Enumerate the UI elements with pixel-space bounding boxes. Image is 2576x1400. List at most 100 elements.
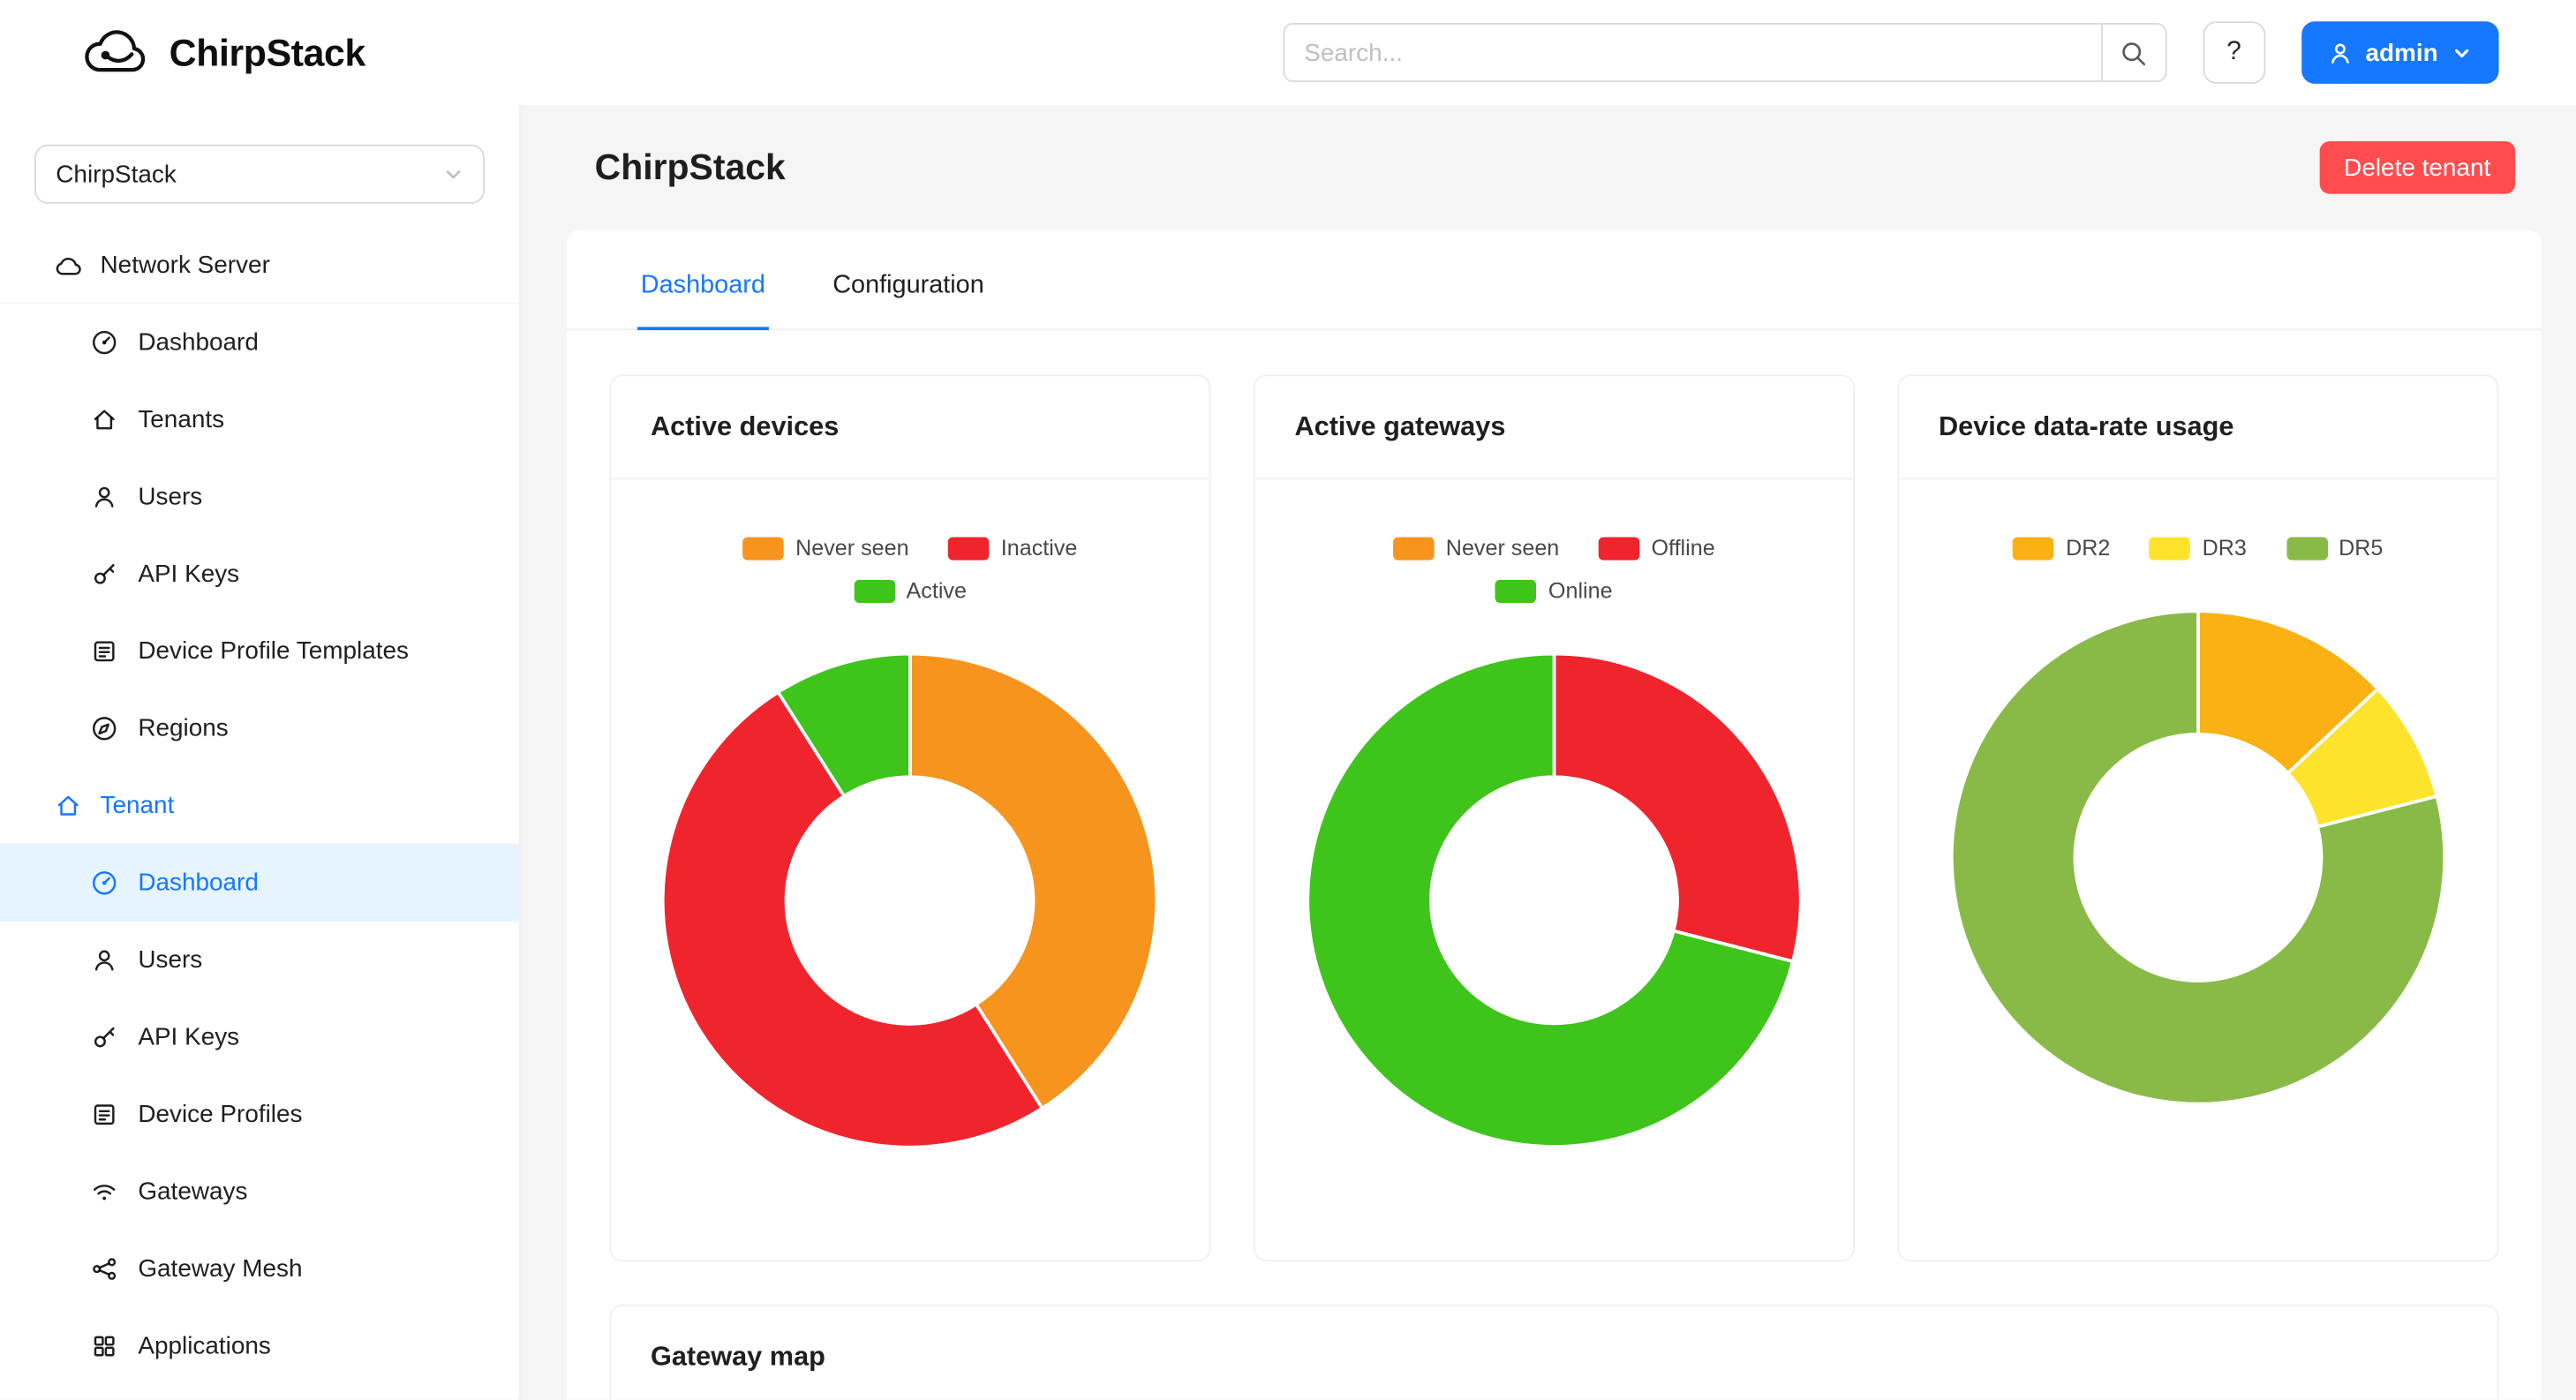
legend-label: DR5 xyxy=(2339,535,2384,561)
menu-section-label: Network Server xyxy=(100,250,270,279)
donut-active-gateways xyxy=(1306,651,1803,1148)
page-header: ChirpStack Delete tenant xyxy=(521,105,2576,230)
pie-slice-active[interactable] xyxy=(776,651,912,798)
wifi-icon xyxy=(94,1185,116,1201)
legend-item-dr3[interactable]: DR3 xyxy=(2150,536,2247,561)
chart-body: DR2 DR3 DR5 xyxy=(1899,479,2497,1111)
sidebar-item-users[interactable]: Users xyxy=(0,922,519,998)
legend-label: Never seen xyxy=(795,535,909,561)
home-icon xyxy=(94,410,115,430)
global-search xyxy=(1283,23,2167,83)
chart-card-header: Active devices xyxy=(611,376,1209,480)
legend-item-online[interactable]: Online xyxy=(1495,578,1613,603)
cloud-icon xyxy=(56,257,81,275)
menu-item-label: Applications xyxy=(138,1332,271,1360)
menu-item-label: Regions xyxy=(138,714,229,743)
layout: ChirpStack Network Server Dashboard Tenant… xyxy=(0,105,2576,1400)
home-icon xyxy=(57,794,79,815)
legend-item-active[interactable]: Active xyxy=(853,578,967,603)
chart-title: Device data-rate usage xyxy=(1938,411,2234,441)
main-content: ChirpStack Delete tenant Dashboard Config… xyxy=(521,105,2576,1400)
chirpstack-logo-icon xyxy=(85,29,146,72)
sidebar-item-api-keys[interactable]: API Keys xyxy=(0,536,519,613)
chart-body: Never seen Inactive Active xyxy=(611,479,1209,1155)
sidebar-item-gateway-mesh[interactable]: Gateway Mesh xyxy=(0,1231,519,1307)
gateway-map-header: Gateway map xyxy=(611,1306,2497,1399)
dashboard-icon xyxy=(92,871,117,895)
menu-section-network-server[interactable]: Network Server xyxy=(0,227,520,305)
template-icon xyxy=(94,1104,115,1125)
sidebar-item-api-keys[interactable]: API Keys xyxy=(0,998,519,1075)
sidebar-item-applications[interactable]: Applications xyxy=(0,1307,519,1384)
pie-slice-online[interactable] xyxy=(1306,651,1795,1148)
chart-title: Active gateways xyxy=(1294,411,1506,441)
legend-swatch xyxy=(948,536,990,560)
grid-icon xyxy=(94,1336,115,1357)
chart-legend: DR2 DR3 DR5 xyxy=(2013,535,2384,561)
chart-card-active-devices: Active devices Never seen Inactive Active xyxy=(609,374,1211,1262)
chart-body: Never seen Offline Online xyxy=(1255,479,1853,1155)
pie-slice-inactive[interactable] xyxy=(661,690,1044,1149)
tabs-bar: Dashboard Configuration xyxy=(567,230,2542,331)
gateway-map-title: Gateway map xyxy=(650,1341,825,1371)
sidebar-item-dashboard[interactable]: Dashboard xyxy=(0,304,519,380)
legend-swatch xyxy=(1393,536,1435,560)
menu-item-label: Device Profiles xyxy=(138,1100,303,1129)
sidebar-item-device-profiles[interactable]: Device Profiles xyxy=(0,1076,519,1153)
dashboard-card: Dashboard Configuration Active devices Nev… xyxy=(567,230,2542,1400)
help-button[interactable]: ? xyxy=(2203,21,2265,84)
sidebar-item-users[interactable]: Users xyxy=(0,458,519,535)
charts-row: Active devices Never seen Inactive Active Ac… xyxy=(567,330,2542,1262)
menu-item-label: Tenants xyxy=(138,405,225,434)
sidebar-item-tenants[interactable]: Tenants xyxy=(0,381,519,458)
sidebar-item-dashboard[interactable]: Dashboard xyxy=(0,844,520,922)
sidebar-item-gateways[interactable]: Gateways xyxy=(0,1153,519,1230)
tab-dashboard[interactable]: Dashboard xyxy=(637,230,769,331)
donut-active-devices xyxy=(661,651,1158,1149)
chart-card-header: Device data-rate usage xyxy=(1899,376,2497,480)
menu-item-label: Gateways xyxy=(138,1178,248,1206)
donut-device-data-rate-usage xyxy=(1950,609,2446,1106)
tenant-select-value: ChirpStack xyxy=(56,160,177,189)
user-menu-button[interactable]: admin xyxy=(2301,21,2499,84)
chart-legend: Never seen Inactive Active xyxy=(680,536,1140,603)
page-title: ChirpStack xyxy=(594,146,786,188)
legend-item-inactive[interactable]: Inactive xyxy=(948,536,1077,561)
search-icon xyxy=(2122,41,2146,65)
pie-slice-offline[interactable] xyxy=(1552,651,1803,964)
brand-name: ChirpStack xyxy=(169,30,366,73)
legend-swatch xyxy=(742,536,785,560)
compass-icon xyxy=(92,717,117,741)
legend-item-dr5[interactable]: DR5 xyxy=(2286,535,2384,561)
legend-item-offline[interactable]: Offline xyxy=(1598,535,1715,561)
menu-item-label: Users xyxy=(138,483,203,511)
legend-swatch xyxy=(2013,536,2055,560)
user-icon xyxy=(2331,42,2349,63)
tenant-select[interactable]: ChirpStack xyxy=(34,144,485,204)
pie-slice-dr2[interactable] xyxy=(2196,609,2380,775)
sidebar-item-device-profile-templates[interactable]: Device Profile Templates xyxy=(0,613,519,689)
search-input[interactable] xyxy=(1283,23,2101,83)
legend-label: DR2 xyxy=(2066,535,2111,561)
chart-legend: Never seen Offline Online xyxy=(1324,536,1784,603)
pie-slice-dr5[interactable] xyxy=(1950,609,2446,1106)
legend-swatch xyxy=(1495,578,1537,603)
legend-item-never-seen[interactable]: Never seen xyxy=(742,535,909,561)
legend-label: Active xyxy=(906,578,967,603)
user-name: admin xyxy=(2365,38,2438,67)
legend-item-dr2[interactable]: DR2 xyxy=(2013,535,2111,561)
search-button[interactable] xyxy=(2100,23,2167,83)
legend-item-never-seen[interactable]: Never seen xyxy=(1393,536,1559,561)
top-header: ChirpStack ? admin xyxy=(0,0,2576,106)
sidebar-item-regions[interactable]: Regions xyxy=(0,690,519,767)
delete-tenant-button[interactable]: Delete tenant xyxy=(2319,141,2516,194)
template-icon xyxy=(94,641,115,662)
legend-label: Offline xyxy=(1651,535,1715,561)
menu-section-tenant[interactable]: Tenant xyxy=(0,767,520,845)
menu-item-label: Dashboard xyxy=(138,869,259,898)
menu-item-label: API Keys xyxy=(138,560,240,589)
app-logo[interactable]: ChirpStack xyxy=(79,27,365,79)
pie-slice-never-seen[interactable] xyxy=(908,651,1158,1110)
tab-configuration[interactable]: Configuration xyxy=(832,271,984,299)
menu-section-label: Tenant xyxy=(100,791,175,819)
